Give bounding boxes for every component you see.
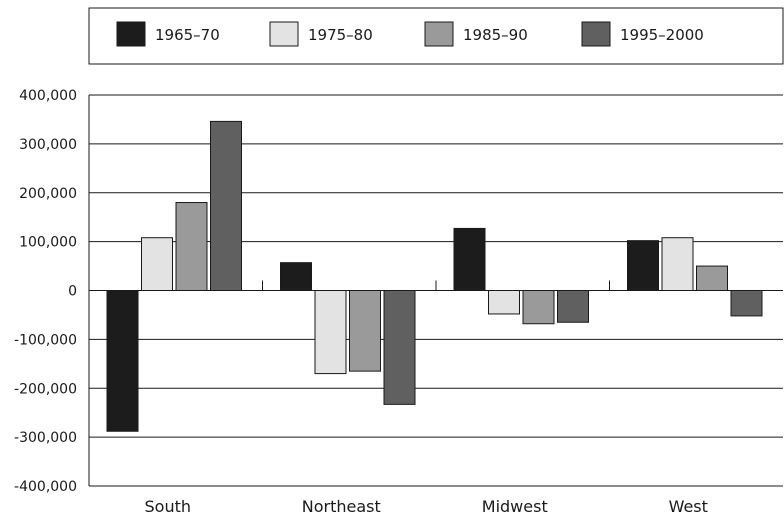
bar-northeast-1: [314, 290, 347, 375]
bar-midwest-3: [557, 290, 589, 323]
x-category-label: West: [669, 497, 708, 516]
bar-northeast-3: [383, 290, 416, 405]
legend-swatch: [269, 21, 299, 47]
legend-swatch: [424, 21, 454, 47]
y-tick-label: -100,000: [14, 332, 77, 348]
bars: [106, 120, 763, 432]
y-tick-label: -300,000: [14, 430, 77, 446]
y-axis-labels: 400,000 300,000 200,000 100,000 0 -100,000 -20…: [14, 88, 77, 495]
bar-midwest-2: [522, 290, 555, 325]
bar-west-3: [730, 290, 763, 317]
legend-label: 1965–70: [155, 26, 220, 44]
legend: 1965–70 1975–80 1985–90 1995–2000: [88, 7, 784, 65]
legend-swatch: [581, 21, 611, 47]
bar-northeast-0: [280, 262, 312, 291]
y-tick-label: 400,000: [19, 88, 77, 104]
legend-label: 1985–90: [463, 26, 528, 44]
x-category-label: Midwest: [482, 497, 548, 516]
y-tick-label: -200,000: [14, 381, 77, 397]
y-tick-label: 100,000: [19, 235, 77, 251]
y-tick-label: 300,000: [19, 137, 77, 153]
bar-midwest-1: [488, 290, 520, 315]
legend-label: 1995–2000: [620, 26, 704, 44]
x-category-label: South: [145, 497, 192, 516]
bar-northeast-2: [349, 290, 381, 372]
bar-midwest-0: [453, 227, 486, 292]
x-axis: South Northeast Midwest West: [145, 280, 708, 516]
legend-label: 1975–80: [308, 26, 373, 44]
bar-west-0: [627, 240, 659, 292]
bar-west-1: [661, 237, 694, 291]
y-tick-label: 0: [68, 284, 77, 300]
bar-south-3: [210, 120, 242, 291]
y-tick-label: 200,000: [19, 186, 77, 202]
y-tick-label: -400,000: [14, 479, 77, 495]
bar-south-0: [106, 290, 139, 432]
grid: [88, 94, 783, 487]
bar-south-1: [141, 237, 173, 291]
bar-south-2: [175, 202, 208, 291]
bar-west-2: [696, 265, 728, 291]
legend-swatch: [116, 21, 146, 47]
x-category-label: Northeast: [302, 497, 381, 516]
